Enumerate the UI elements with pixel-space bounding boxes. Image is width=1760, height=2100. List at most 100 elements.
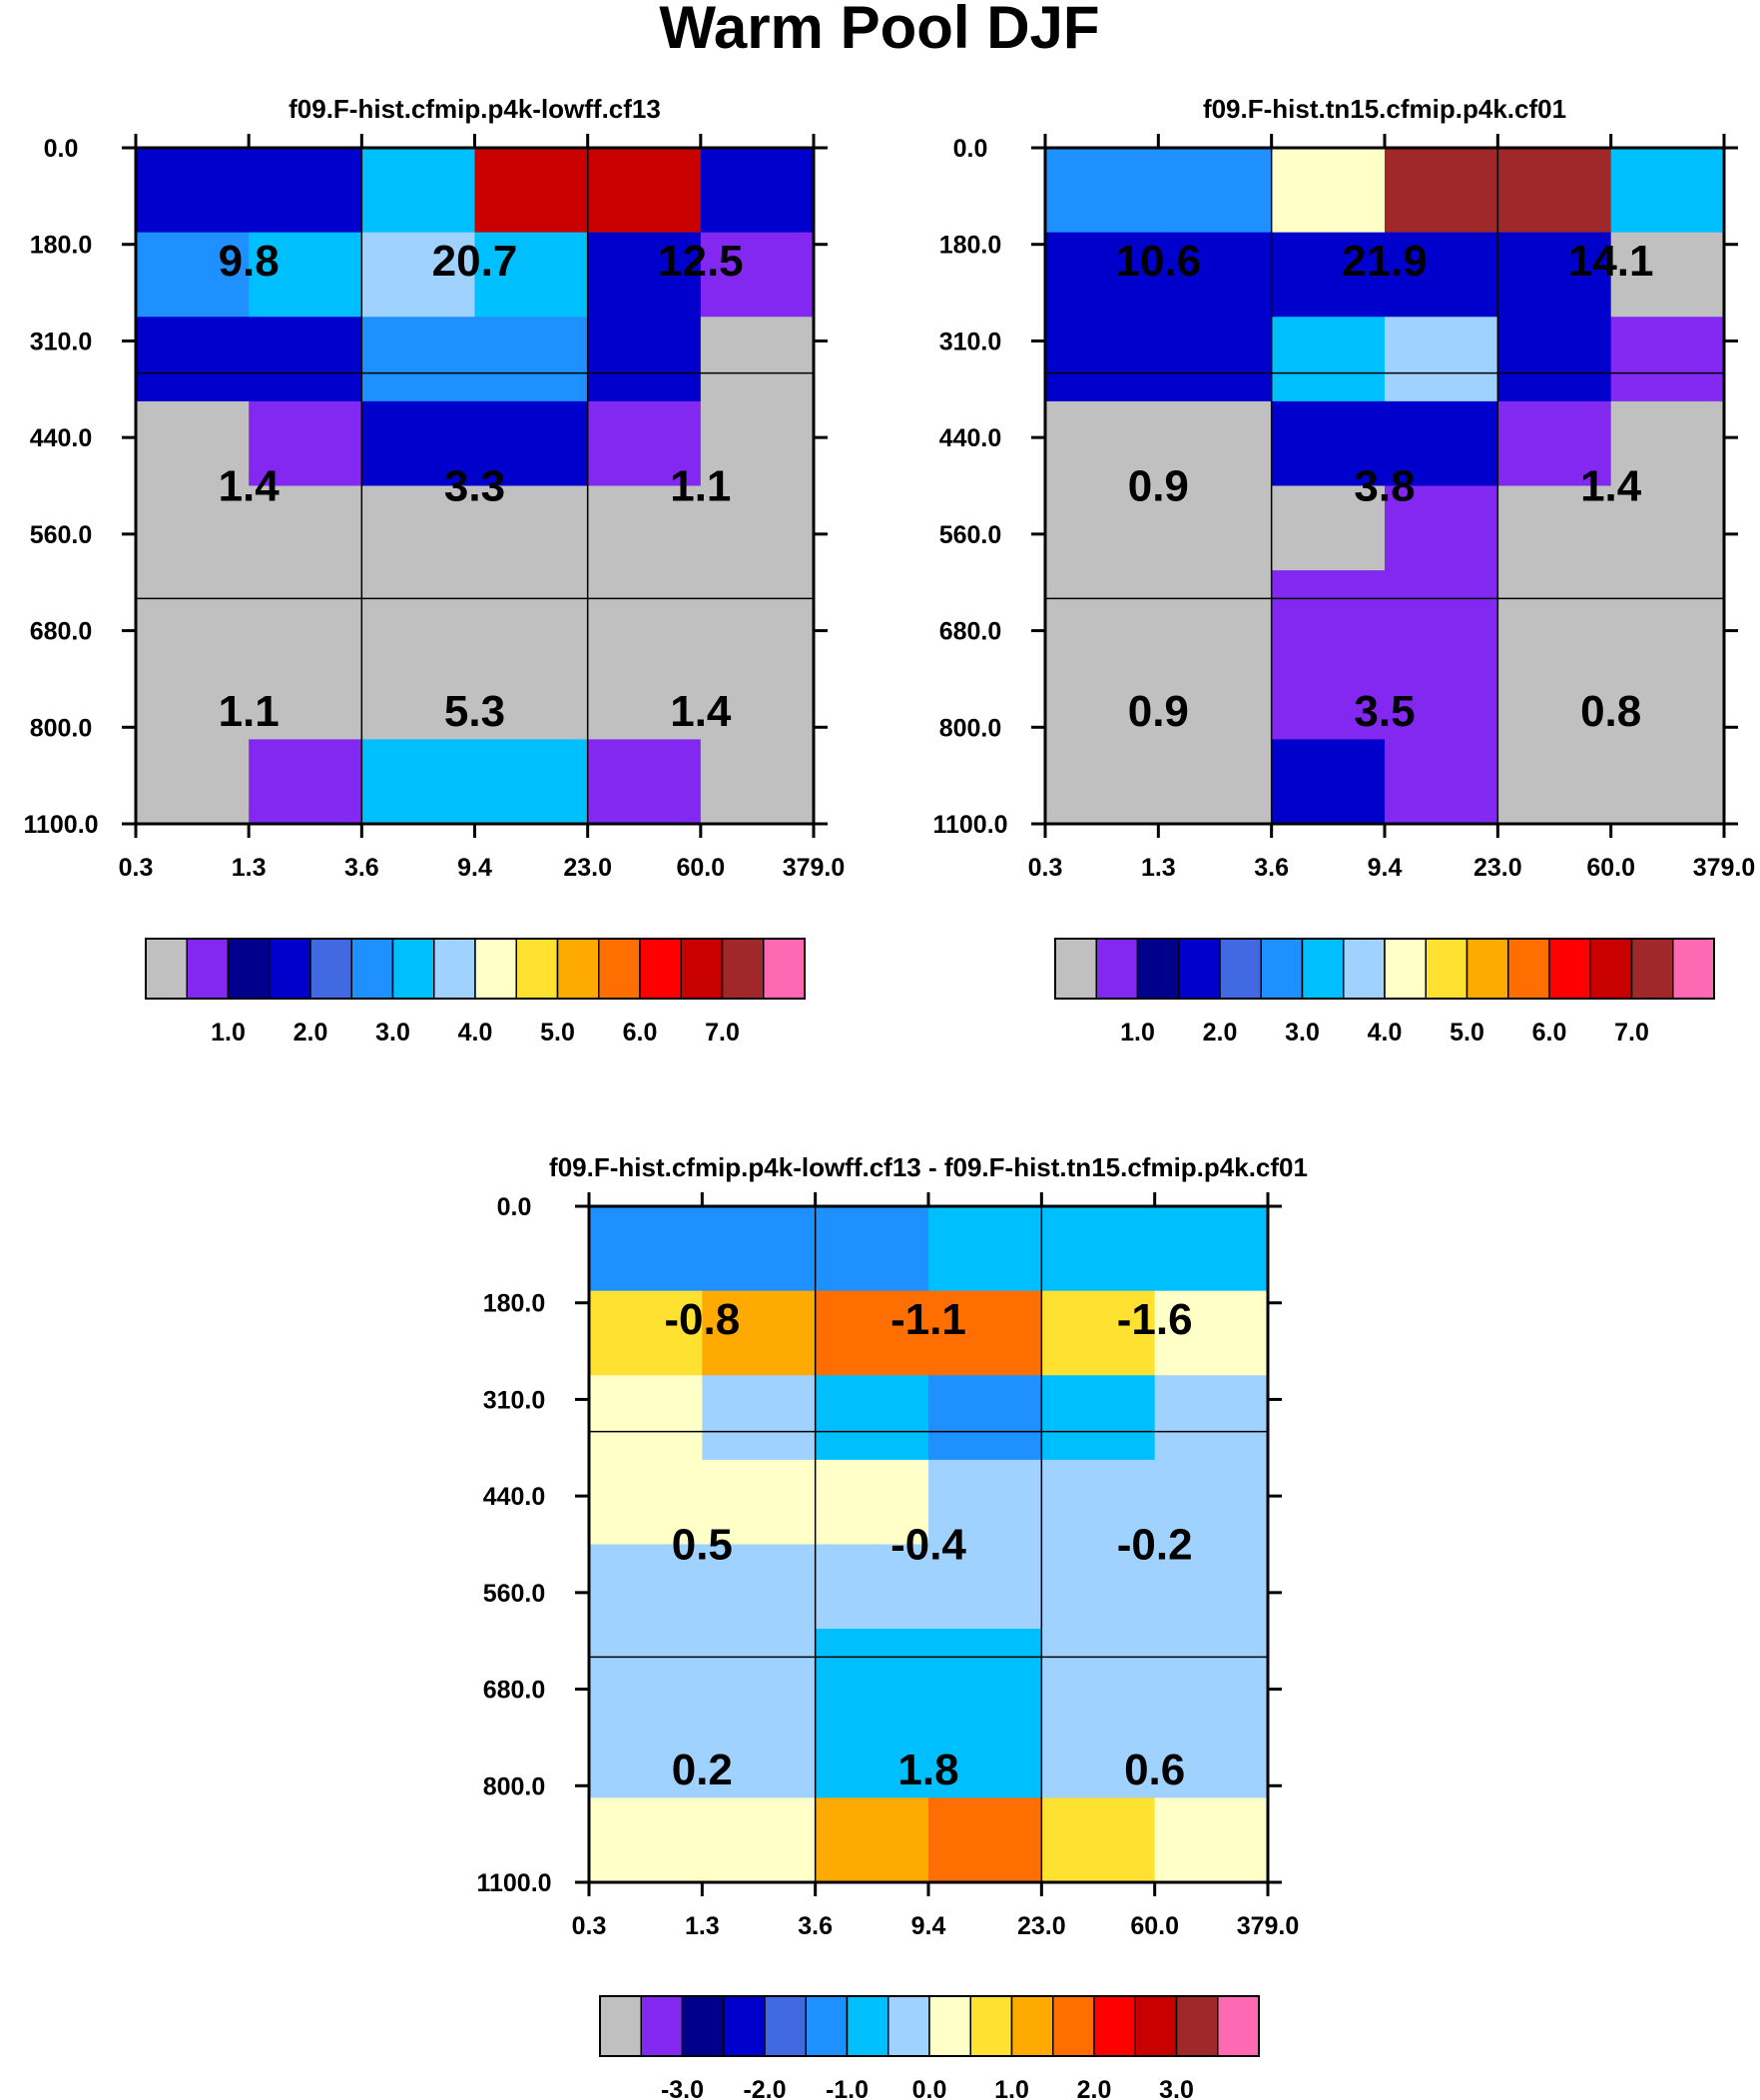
heatmap-cell <box>702 1375 817 1461</box>
y-tick-label: 1100.0 <box>932 811 1007 839</box>
y-tick-label: 440.0 <box>30 424 93 452</box>
heatmap-cell <box>249 148 362 234</box>
heatmap-cell <box>700 400 815 487</box>
heatmap-cell <box>1041 1206 1156 1292</box>
x-tick-label: 9.4 <box>1368 854 1403 882</box>
x-tick-label: 3.6 <box>798 1912 833 1940</box>
colorbar-box <box>1589 938 1633 1000</box>
colorbar-frame <box>145 938 806 1000</box>
colorbar-label: 6.0 <box>1532 1019 1567 1047</box>
x-tick-label: 9.4 <box>457 854 492 882</box>
x-tick-label: 60.0 <box>676 854 725 882</box>
colorbar-box <box>1343 938 1386 1000</box>
group-value-label: 0.5 <box>672 1521 733 1570</box>
colorbar-box <box>640 1995 684 2057</box>
colorbar-box <box>1136 938 1180 1000</box>
y-tick-label: 560.0 <box>30 521 93 549</box>
heatmap-cell <box>928 1544 1042 1630</box>
colorbar-box <box>1466 938 1509 1000</box>
colorbar-box <box>764 1995 807 2057</box>
x-tick-label: 3.6 <box>1254 854 1289 882</box>
heatmap-cell <box>702 1206 817 1292</box>
heatmap-cell <box>361 570 476 656</box>
heatmap-cell <box>815 1544 929 1630</box>
heatmap-cell <box>589 1629 703 1715</box>
colorbar-label: 2.0 <box>293 1019 328 1047</box>
y-tick-label: 1100.0 <box>476 1869 551 1897</box>
heatmap-cell <box>1158 148 1273 234</box>
colorbar-box <box>846 1995 889 2057</box>
x-tick-label: 0.3 <box>572 1912 607 1940</box>
colorbar-box <box>599 1995 642 2057</box>
panel-difference: f09.F-hist.cfmip.p4k-lowff.cf13 - f09.F-… <box>476 1152 1308 2100</box>
heatmap-cell <box>815 1629 929 1715</box>
heatmap-cell <box>474 654 589 740</box>
colorbar-box <box>681 1995 725 2057</box>
x-tick-label: 379.0 <box>1693 854 1756 882</box>
colorbar-label: -2.0 <box>743 2076 786 2100</box>
heatmap-cell <box>1041 1459 1156 1546</box>
colorbar-box <box>598 938 641 1000</box>
colorbar-label: 5.0 <box>540 1019 575 1047</box>
colorbar-box <box>887 1995 930 2057</box>
colorbar-box <box>1630 938 1674 1000</box>
heatmap-cell <box>587 148 702 234</box>
heatmap-cell <box>815 1375 929 1461</box>
heatmap-cell <box>1497 570 1612 656</box>
heatmap-cell <box>1045 739 1159 825</box>
heatmap-cell <box>249 317 362 402</box>
heatmap-cell <box>1271 739 1386 825</box>
heatmap-cell <box>136 654 250 740</box>
y-tick-label: 560.0 <box>939 521 1002 549</box>
heatmap-cell <box>1045 400 1159 487</box>
group-value-label: 0.9 <box>1128 687 1189 736</box>
heatmap-cell <box>1041 1629 1156 1715</box>
colorbar-box <box>721 938 765 1000</box>
heatmap-cell <box>1610 400 1725 487</box>
group-value-label: 1.4 <box>219 462 281 511</box>
colorbar-box <box>1548 938 1591 1000</box>
group-value-label: -0.2 <box>1117 1521 1193 1570</box>
heatmap-cell <box>1271 400 1386 487</box>
heatmap-cell <box>1154 1629 1269 1715</box>
colorbar-label: 3.0 <box>1159 2076 1194 2100</box>
heatmap-cell <box>361 232 476 318</box>
heatmap-cell <box>815 1290 929 1376</box>
group-value-label: 0.9 <box>1128 462 1189 511</box>
x-tick-label: 1.3 <box>685 1912 720 1940</box>
y-tick-label: 180.0 <box>939 232 1002 260</box>
heatmap-cell <box>249 570 362 656</box>
heatmap-cell <box>1045 317 1159 402</box>
colorbar-box <box>1175 1995 1219 2057</box>
y-tick-label: 310.0 <box>483 1386 546 1414</box>
heatmap-cell <box>702 1797 817 1883</box>
colorbar-box <box>1178 938 1221 1000</box>
heatmap-cell <box>1045 570 1159 656</box>
heatmap-cell <box>1497 654 1612 740</box>
colorbar-box <box>227 938 271 1000</box>
x-tick-label: 23.0 <box>1017 1912 1066 1940</box>
colorbar-box <box>350 938 394 1000</box>
group-value-label: 1.4 <box>1580 462 1642 511</box>
heatmap-cell <box>587 570 702 656</box>
group-value-label: 0.6 <box>1124 1746 1185 1794</box>
colorbar-box <box>1425 938 1468 1000</box>
heatmap-cell <box>249 739 362 825</box>
colorbar-label: 2.0 <box>1077 2076 1112 2100</box>
colorbar-box <box>1095 938 1139 1000</box>
y-tick-label: 800.0 <box>483 1772 546 1800</box>
x-tick-label: 379.0 <box>1237 1912 1300 1940</box>
heatmap-cell <box>928 1206 1042 1292</box>
colorbar-box <box>1054 938 1097 1000</box>
colorbar-frame <box>1054 938 1715 1000</box>
heatmap-cell <box>474 485 589 571</box>
y-tick-label: 680.0 <box>30 618 93 646</box>
heatmap-cell <box>587 654 702 740</box>
group-value-label: 1.1 <box>219 687 280 736</box>
heatmap-cell <box>1497 148 1612 234</box>
x-tick-label: 3.6 <box>344 854 379 882</box>
heatmap-cell <box>702 1544 817 1630</box>
heatmap-cell <box>1158 400 1273 487</box>
colorbar-box <box>639 938 682 1000</box>
heatmap-cell <box>702 1713 817 1798</box>
